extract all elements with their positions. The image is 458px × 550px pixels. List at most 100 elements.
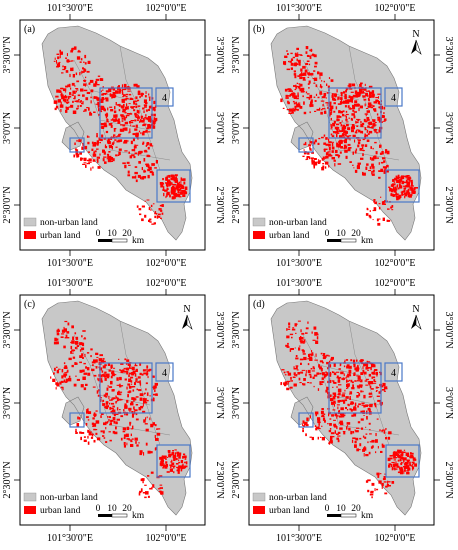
urban-patch (328, 413, 330, 417)
urban-patch (329, 371, 332, 375)
urban-patch (391, 190, 394, 193)
urban-patch (308, 356, 313, 360)
urban-patch (360, 90, 363, 94)
urban-patch (376, 390, 378, 392)
urban-patch (89, 431, 92, 435)
urban-patch (121, 129, 125, 132)
urban-patch (366, 363, 369, 365)
urban-patch (55, 105, 59, 109)
urban-patch (387, 481, 391, 483)
urban-patch (108, 88, 112, 93)
scale-tick-20: 20 (122, 229, 132, 239)
urban-patch (323, 95, 326, 98)
urban-patch (352, 83, 356, 87)
urban-patch (95, 352, 99, 355)
urban-patch (76, 89, 79, 91)
urban-patch (60, 336, 64, 338)
urban-patch (129, 98, 134, 100)
urban-patch (160, 217, 162, 219)
urban-patch (143, 452, 145, 456)
urban-patch (135, 378, 138, 381)
urban-patch (347, 127, 351, 131)
coord-right-1: 3°30'0"N (443, 311, 454, 348)
urban-patch (323, 80, 325, 83)
urban-patch (360, 390, 363, 393)
urban-patch (296, 323, 298, 325)
urban-patch (174, 179, 178, 183)
urban-patch (350, 91, 354, 93)
urban-patch (328, 355, 331, 357)
urban-patch (294, 89, 297, 91)
urban-patch (398, 183, 401, 186)
urban-patch (355, 93, 359, 97)
urban-patch (358, 107, 360, 112)
urban-patch (394, 190, 397, 193)
urban-patch (369, 385, 372, 389)
urban-patch (360, 410, 363, 413)
urban-patch (85, 97, 89, 101)
urban-patch (134, 409, 138, 412)
urban-patch (360, 130, 363, 134)
urban-patch (371, 363, 375, 366)
urban-patch (177, 186, 181, 189)
urban-patch (142, 369, 146, 372)
urban-patch (357, 375, 361, 379)
urban-patch (321, 367, 323, 372)
urban-patch (367, 97, 370, 101)
urban-patch (126, 426, 130, 430)
legend-swatch-urban (24, 506, 36, 514)
urban-patch (92, 417, 95, 420)
urban-patch (104, 161, 107, 164)
urban-patch (292, 107, 294, 112)
urban-patch (314, 163, 318, 166)
urban-patch (406, 471, 410, 475)
urban-patch (407, 179, 411, 181)
urban-patch (337, 439, 340, 443)
urban-patch (331, 150, 334, 153)
urban-patch (102, 89, 104, 91)
urban-patch (105, 90, 110, 93)
urban-patch (344, 93, 347, 97)
urban-patch (116, 397, 119, 402)
urban-patch (307, 152, 310, 155)
urban-patch (371, 171, 373, 175)
urban-patch (161, 458, 163, 461)
urban-patch (370, 491, 374, 494)
urban-patch (332, 392, 337, 395)
urban-patch (92, 143, 96, 147)
urban-patch (350, 430, 353, 435)
urban-patch (76, 56, 81, 60)
urban-patch (60, 87, 64, 90)
urban-patch (72, 356, 76, 359)
urban-patch (80, 88, 84, 92)
urban-patch (289, 386, 293, 389)
urban-patch (78, 153, 80, 157)
urban-patch (365, 480, 369, 483)
urban-patch (70, 341, 73, 344)
urban-patch (135, 412, 138, 416)
urban-patch (362, 390, 364, 393)
urban-patch (149, 451, 153, 454)
urban-patch (141, 373, 144, 376)
urban-patch (112, 405, 115, 408)
urban-patch (148, 93, 150, 96)
urban-patch (130, 124, 132, 127)
urban-patch (166, 456, 168, 458)
urban-patch (378, 106, 381, 109)
urban-patch (355, 148, 358, 151)
urban-patch (366, 130, 368, 133)
urban-patch (328, 112, 332, 115)
urban-patch (378, 480, 382, 484)
urban-patch (375, 151, 378, 155)
urban-patch (97, 101, 100, 106)
map-panel-d: 101°30'0"E 102°0'0"E 3°30'0"N 3°0'0"N 2°… (229, 275, 458, 550)
urban-patch (82, 142, 85, 147)
urban-patch (134, 398, 136, 401)
urban-patch (336, 386, 338, 388)
urban-patch (139, 372, 142, 376)
urban-patch (412, 457, 416, 460)
urban-patch (316, 336, 319, 340)
urban-patch (348, 83, 352, 87)
urban-patch (105, 392, 108, 396)
urban-patch (92, 159, 96, 162)
